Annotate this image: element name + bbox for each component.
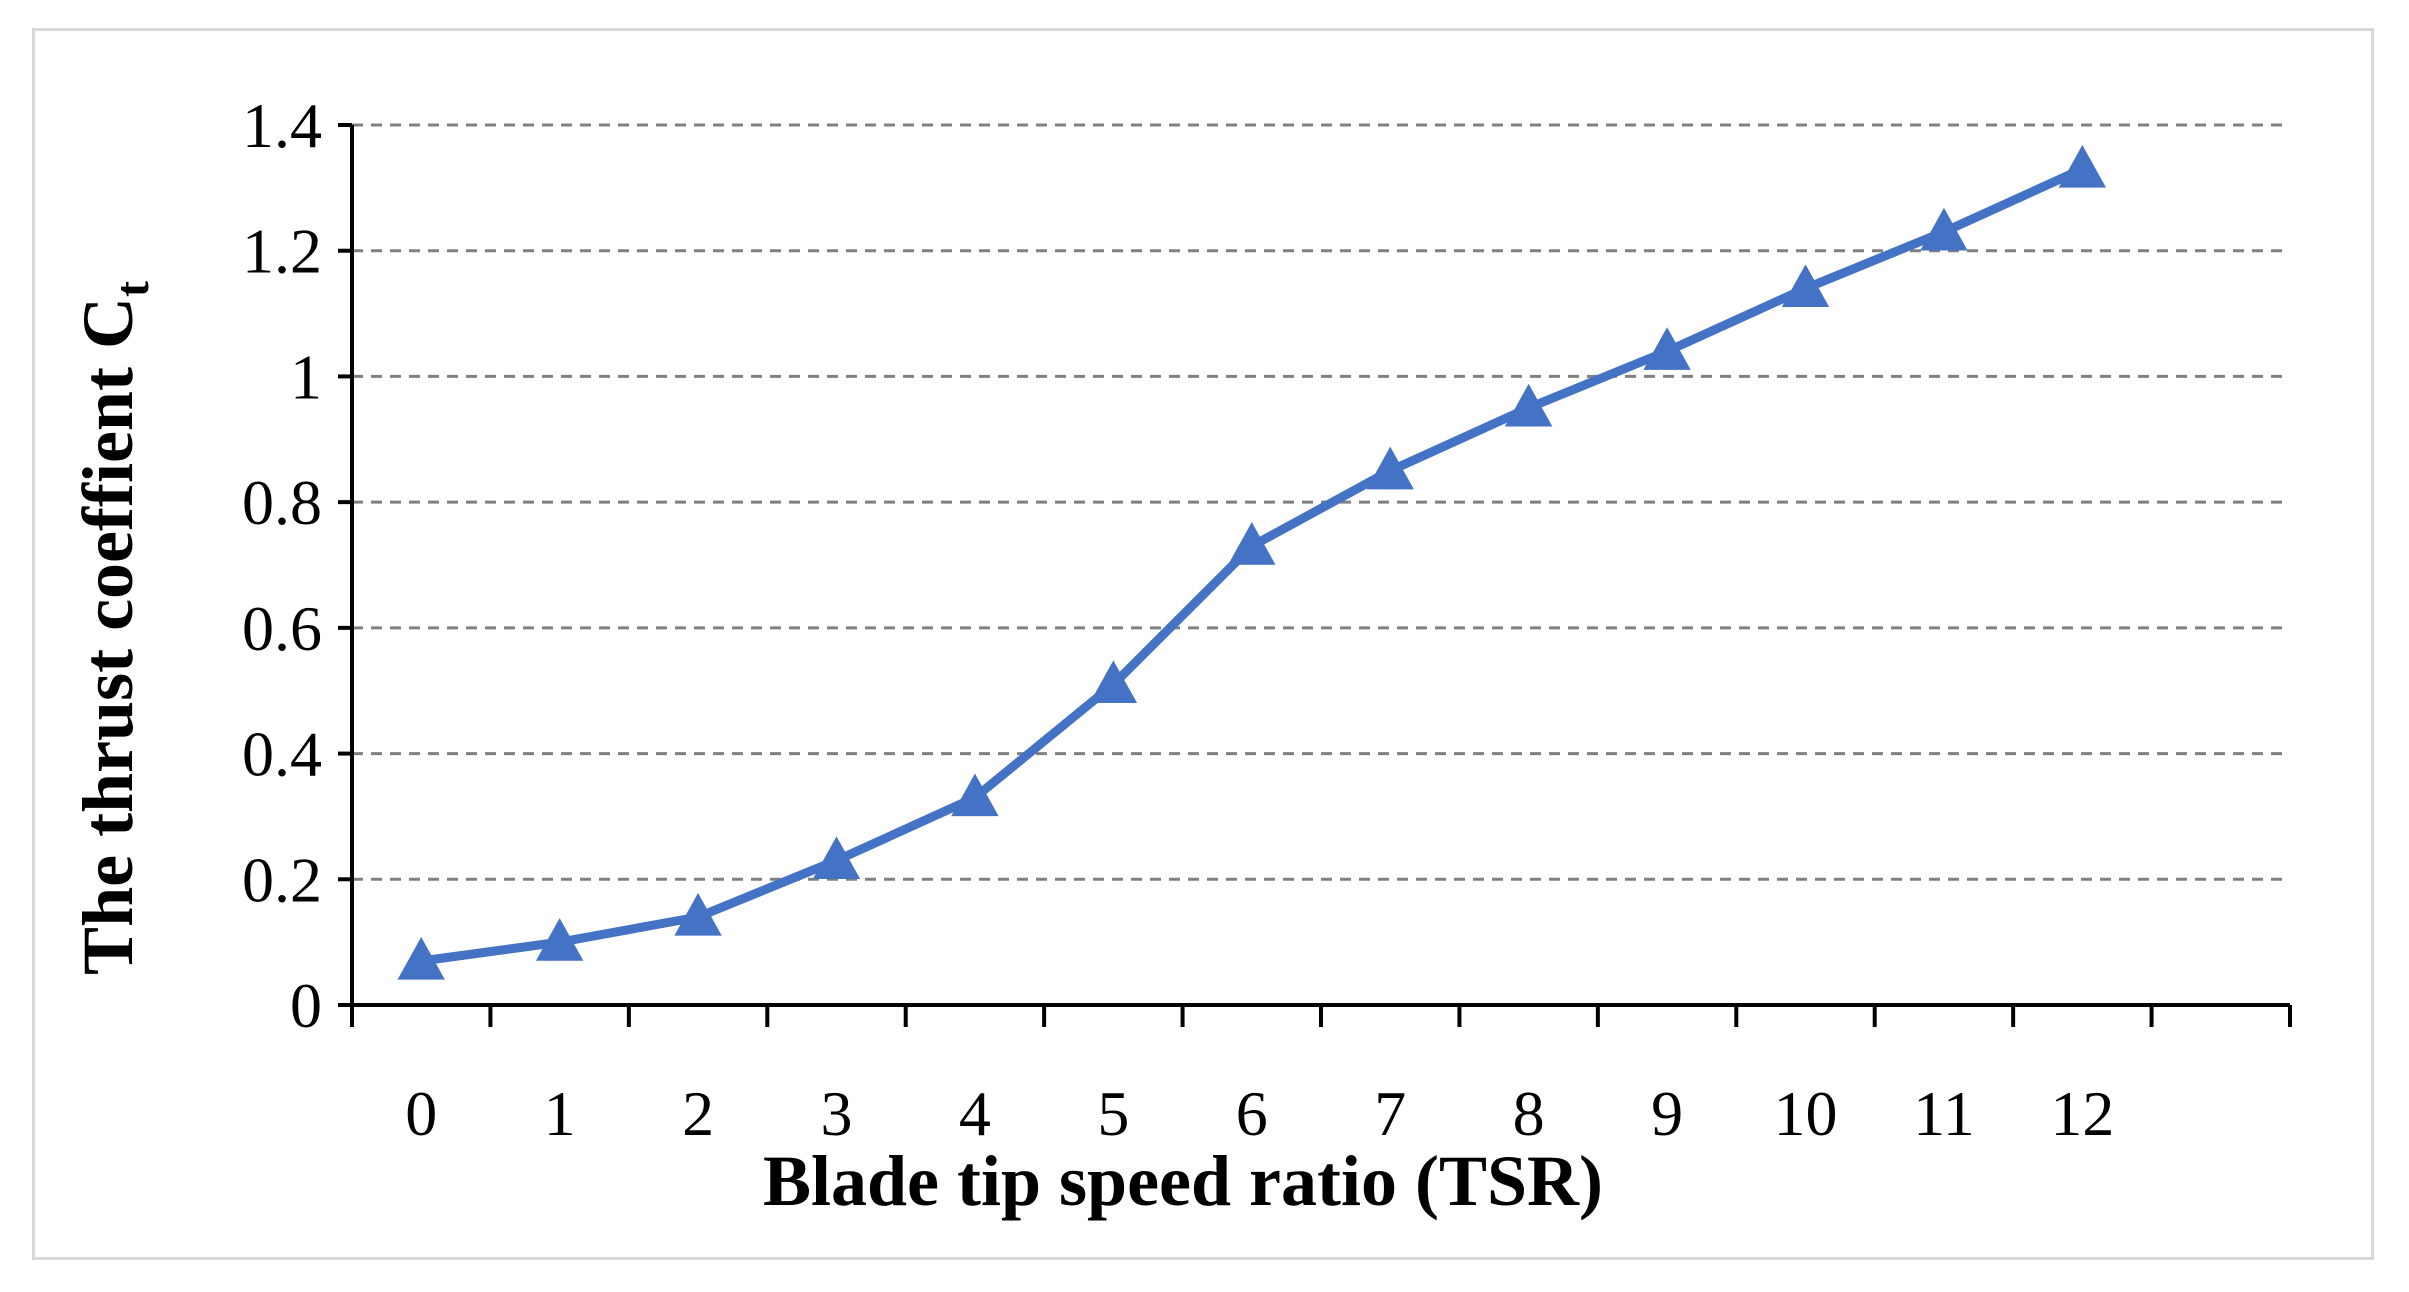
series-layer — [397, 144, 2107, 980]
data-point-marker — [951, 773, 999, 817]
x-tick-label: 12 — [2050, 1078, 2114, 1149]
y-tick-label: 0.4 — [242, 719, 322, 790]
y-axis-title: The thrust coeffient Ct — [68, 281, 159, 975]
y-axis-title-main: The thrust coeffient C — [68, 297, 148, 975]
x-axis-title: Blade tip speed ratio (TSR) — [763, 1141, 1603, 1221]
x-tick-label: 7 — [1374, 1078, 1406, 1149]
data-point-marker — [1089, 660, 1138, 704]
axes — [350, 125, 2290, 1007]
x-tick-label: 4 — [959, 1078, 991, 1149]
chart-frame — [32, 28, 2374, 1260]
series-line — [420, 164, 2085, 966]
data-point-marker — [1228, 522, 1276, 565]
x-tick-label: 11 — [1913, 1078, 1975, 1149]
data-point-marker — [1366, 446, 1414, 490]
x-tick-label: 8 — [1513, 1078, 1545, 1149]
y-tick-label: 1.4 — [242, 90, 322, 161]
x-tick-labels: 0 1 2 3 4 5 6 7 8 9 10 11 12 — [405, 1078, 2114, 1149]
gridlines — [338, 123, 2292, 1027]
y-tick-label: 1 — [290, 341, 322, 412]
data-point-marker — [397, 936, 445, 980]
x-tick-label: 10 — [1774, 1078, 1838, 1149]
y-tick-label: 0.6 — [242, 593, 322, 664]
y-tick-label: 0.8 — [242, 467, 322, 538]
x-tick-label: 3 — [821, 1078, 853, 1149]
x-tick-label: 9 — [1651, 1078, 1683, 1149]
x-tick-label: 2 — [682, 1078, 714, 1149]
x-tick-label: 6 — [1236, 1078, 1268, 1149]
x-tick-label: 5 — [1097, 1078, 1129, 1149]
y-tick-label: 1.2 — [242, 216, 322, 287]
data-point-marker — [1643, 327, 1691, 370]
y-tick-label: 0.2 — [242, 844, 322, 915]
x-tick-label: 1 — [544, 1078, 576, 1149]
data-point-marker — [1504, 383, 1553, 427]
data-point-marker — [674, 892, 722, 936]
data-point-marker — [2058, 144, 2107, 188]
data-point-marker — [812, 836, 861, 880]
data-point-marker — [535, 918, 584, 961]
data-point-marker — [1920, 207, 1968, 251]
y-axis-title-subscript: t — [106, 281, 159, 297]
data-point-marker — [1781, 264, 1830, 308]
y-tick-labels: 0 0.2 0.4 0.6 0.8 1 1.2 1.4 — [242, 90, 322, 1041]
y-tick-label: 0 — [290, 970, 322, 1041]
x-tick-label: 0 — [405, 1078, 437, 1149]
y-axis-title-group: The thrust coeffient Ct — [68, 281, 159, 975]
